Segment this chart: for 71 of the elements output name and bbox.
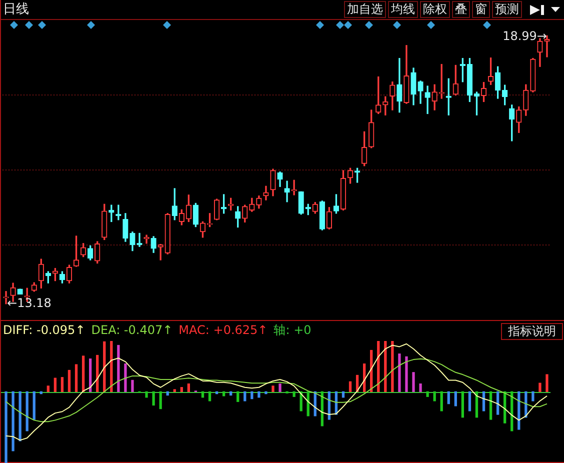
bar <box>278 383 282 392</box>
bar <box>4 391 8 463</box>
bar <box>412 372 415 392</box>
bar <box>18 391 22 442</box>
bar <box>187 383 190 392</box>
bar <box>222 391 226 396</box>
candlestick <box>116 204 122 220</box>
bar <box>152 391 155 406</box>
bar <box>68 370 71 392</box>
toolbar-button: 加自选 <box>344 1 386 18</box>
bar <box>12 391 14 452</box>
toolbar-button: 预测 <box>492 1 522 18</box>
bar <box>117 344 120 392</box>
toolbar-button: 叠 <box>452 1 470 18</box>
bar <box>468 391 472 412</box>
bar <box>32 391 36 420</box>
bar <box>538 382 542 392</box>
annotation: 18.99→ <box>502 28 547 43</box>
bar <box>419 383 422 392</box>
bar <box>272 386 274 392</box>
candlestick <box>136 232 142 247</box>
text: DIFF: -0.095↑ <box>3 323 86 338</box>
candlestick <box>158 244 164 260</box>
bar <box>250 391 254 400</box>
bar <box>447 391 450 404</box>
bar <box>258 391 260 398</box>
bar <box>131 380 134 392</box>
candlestick <box>284 180 290 202</box>
bar <box>384 341 387 392</box>
bar <box>124 364 127 392</box>
bar <box>454 391 457 406</box>
bar <box>60 377 64 392</box>
toolbar-button: 窗 <box>472 1 490 18</box>
text: MAC: +0.625↑ <box>178 323 268 338</box>
bar <box>440 391 443 412</box>
text: DEA: -0.407↑ <box>91 323 173 338</box>
bar <box>208 391 212 402</box>
chart-title: 日线 <box>3 2 29 18</box>
ref-line-label: 轴: +0 <box>274 323 312 338</box>
bar <box>398 354 401 392</box>
bar <box>26 391 28 432</box>
bar <box>433 391 436 402</box>
bar <box>244 391 246 402</box>
toolbar-button: 除权 <box>420 1 450 18</box>
bar <box>489 391 492 420</box>
candlestick <box>424 86 430 114</box>
bar <box>391 341 394 392</box>
bar <box>532 391 534 402</box>
bar <box>236 391 240 402</box>
bar <box>46 386 50 392</box>
bar <box>180 387 183 392</box>
bar <box>405 356 408 392</box>
bar <box>292 391 296 397</box>
toolbar-button: 指标说明 <box>501 323 563 340</box>
bar <box>173 389 176 392</box>
bar <box>461 391 464 418</box>
candlestick <box>144 234 150 244</box>
bar <box>88 358 92 392</box>
bar <box>54 378 57 392</box>
toolbar-button: 均线 <box>388 1 418 18</box>
bar <box>546 374 548 392</box>
bar <box>82 356 85 392</box>
bar <box>103 341 106 392</box>
bar <box>496 391 500 415</box>
bar <box>426 391 429 397</box>
bar <box>74 364 78 392</box>
bar <box>348 381 352 392</box>
bar <box>145 391 148 398</box>
bar <box>264 391 268 394</box>
bar <box>159 391 162 410</box>
annotation: ←13.18 <box>7 296 52 310</box>
